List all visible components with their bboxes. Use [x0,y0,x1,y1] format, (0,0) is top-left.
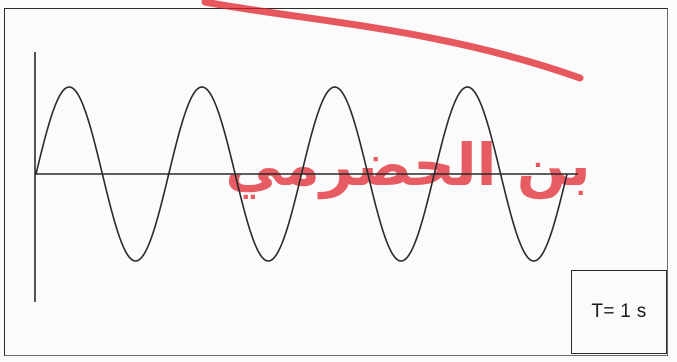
period-label: T= 1 s [591,301,647,322]
period-label-box: T= 1 s [571,270,667,354]
watermark-text: بن الحضرمي [225,131,590,200]
diagram-frame [4,8,668,356]
watermark-arc [201,0,584,82]
sine-wave-curve [35,86,568,262]
